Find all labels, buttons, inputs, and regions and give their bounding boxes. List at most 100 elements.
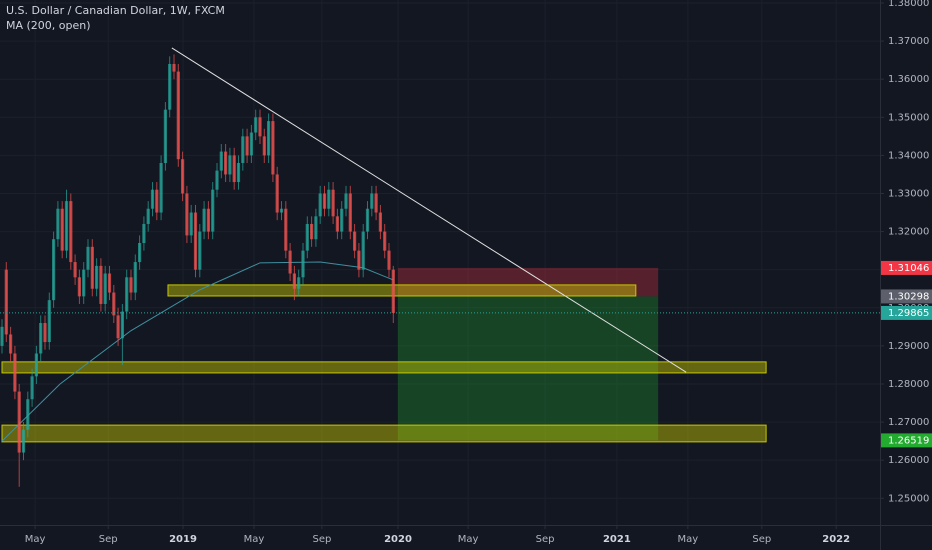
candle-body: [47, 300, 51, 343]
candle-body: [211, 189, 215, 232]
candle-body: [34, 353, 38, 377]
candle-body: [301, 250, 305, 278]
candle-body: [107, 273, 112, 293]
x-tick-label: May: [678, 534, 699, 545]
y-tick-label: 1.36000: [888, 74, 929, 85]
y-tick-label: 1.29000: [888, 341, 929, 352]
y-tick-label: 1.37000: [888, 36, 929, 47]
candle-body: [318, 193, 322, 217]
candle-body: [327, 189, 331, 209]
candle-body: [26, 399, 30, 430]
candle-body: [60, 208, 64, 251]
candle-body: [103, 273, 107, 304]
y-tick-label: 1.38000: [888, 0, 929, 9]
candle-body: [365, 208, 370, 232]
candle-body: [163, 109, 167, 164]
candle-body: [348, 193, 352, 232]
candle-body: [125, 277, 129, 312]
support-zone: [1, 361, 767, 374]
target-zone: [398, 296, 659, 441]
candle-body: [17, 391, 21, 453]
candle-body: [215, 170, 219, 190]
price-label-box: [881, 289, 932, 304]
candle-body: [258, 117, 262, 137]
y-tick-label: 1.34000: [888, 150, 929, 161]
candle-body: [99, 265, 103, 304]
candle-body: [86, 246, 90, 270]
candle-body: [292, 273, 297, 289]
trend-line: [171, 47, 687, 373]
y-tick-label: 1.27000: [888, 417, 929, 428]
x-tick-label: Sep: [536, 534, 555, 545]
y-tick-label: 1.26000: [888, 455, 929, 466]
candle-body: [133, 262, 137, 293]
candle-body: [232, 155, 236, 183]
x-tick-label: Sep: [752, 534, 771, 545]
plot-area: [0, 47, 880, 487]
candle-body: [314, 216, 318, 240]
candle-body: [146, 208, 150, 224]
candle-body: [249, 132, 253, 156]
candle-body: [387, 250, 391, 270]
candle-body: [43, 323, 47, 343]
candle-body: [284, 208, 288, 251]
candle-body: [94, 265, 99, 289]
y-tick-label: 1.33000: [888, 188, 929, 199]
x-tick-label: 2019: [169, 534, 197, 545]
candle-body: [305, 223, 309, 251]
candle-body: [241, 136, 245, 164]
candle-body: [322, 193, 327, 209]
candle-body: [331, 189, 335, 217]
candle-body: [254, 117, 258, 133]
y-tick-label: 1.32000: [888, 227, 929, 238]
x-tick-label: 2021: [603, 534, 631, 545]
candle-body: [245, 136, 249, 156]
candle-body: [335, 216, 340, 232]
y-tick-label: 1.28000: [888, 379, 929, 390]
candle-body: [206, 208, 210, 232]
candle-body: [112, 292, 116, 316]
x-tick-label: Sep: [312, 534, 331, 545]
candle-body: [236, 163, 241, 183]
indicator-legend: MA (200, open): [6, 19, 91, 32]
candle-body: [73, 262, 77, 278]
candle-body: [361, 231, 365, 270]
candle-body: [8, 334, 13, 354]
moving-average: [1, 261, 394, 442]
candle-body: [69, 201, 73, 263]
price-label: 1.29865: [888, 308, 929, 319]
candle-body: [150, 189, 155, 209]
candle-body: [168, 63, 172, 110]
candle-body: [176, 71, 180, 160]
candle-body: [64, 201, 69, 251]
candle-body: [30, 376, 34, 400]
candle-body: [56, 208, 60, 240]
x-tick-label: May: [458, 534, 479, 545]
candle-body: [129, 277, 133, 293]
x-tick-label: Sep: [99, 534, 118, 545]
candle-body: [378, 212, 383, 232]
candle-body: [90, 246, 94, 289]
chart-title: U.S. Dollar / Canadian Dollar, 1W, FXCM: [6, 4, 225, 17]
candle-body: [279, 208, 284, 213]
price-label-box: [881, 433, 932, 448]
candle-body: [172, 63, 176, 72]
price-label: 1.31046: [888, 263, 929, 274]
price-label-box: [881, 260, 932, 275]
candle-body: [116, 315, 120, 339]
price-label-box: [881, 305, 932, 320]
price-label: 1.30298: [888, 291, 929, 302]
candle-body: [51, 239, 56, 301]
candle-body: [159, 163, 163, 213]
x-tick-label: May: [25, 534, 46, 545]
candle-body: [344, 193, 348, 209]
candle-body: [202, 208, 206, 232]
candle-body: [4, 269, 8, 335]
support-zone: [1, 424, 767, 443]
y-tick-label: 1.35000: [888, 112, 929, 123]
candle-body: [219, 151, 223, 171]
candle-body: [120, 311, 124, 339]
